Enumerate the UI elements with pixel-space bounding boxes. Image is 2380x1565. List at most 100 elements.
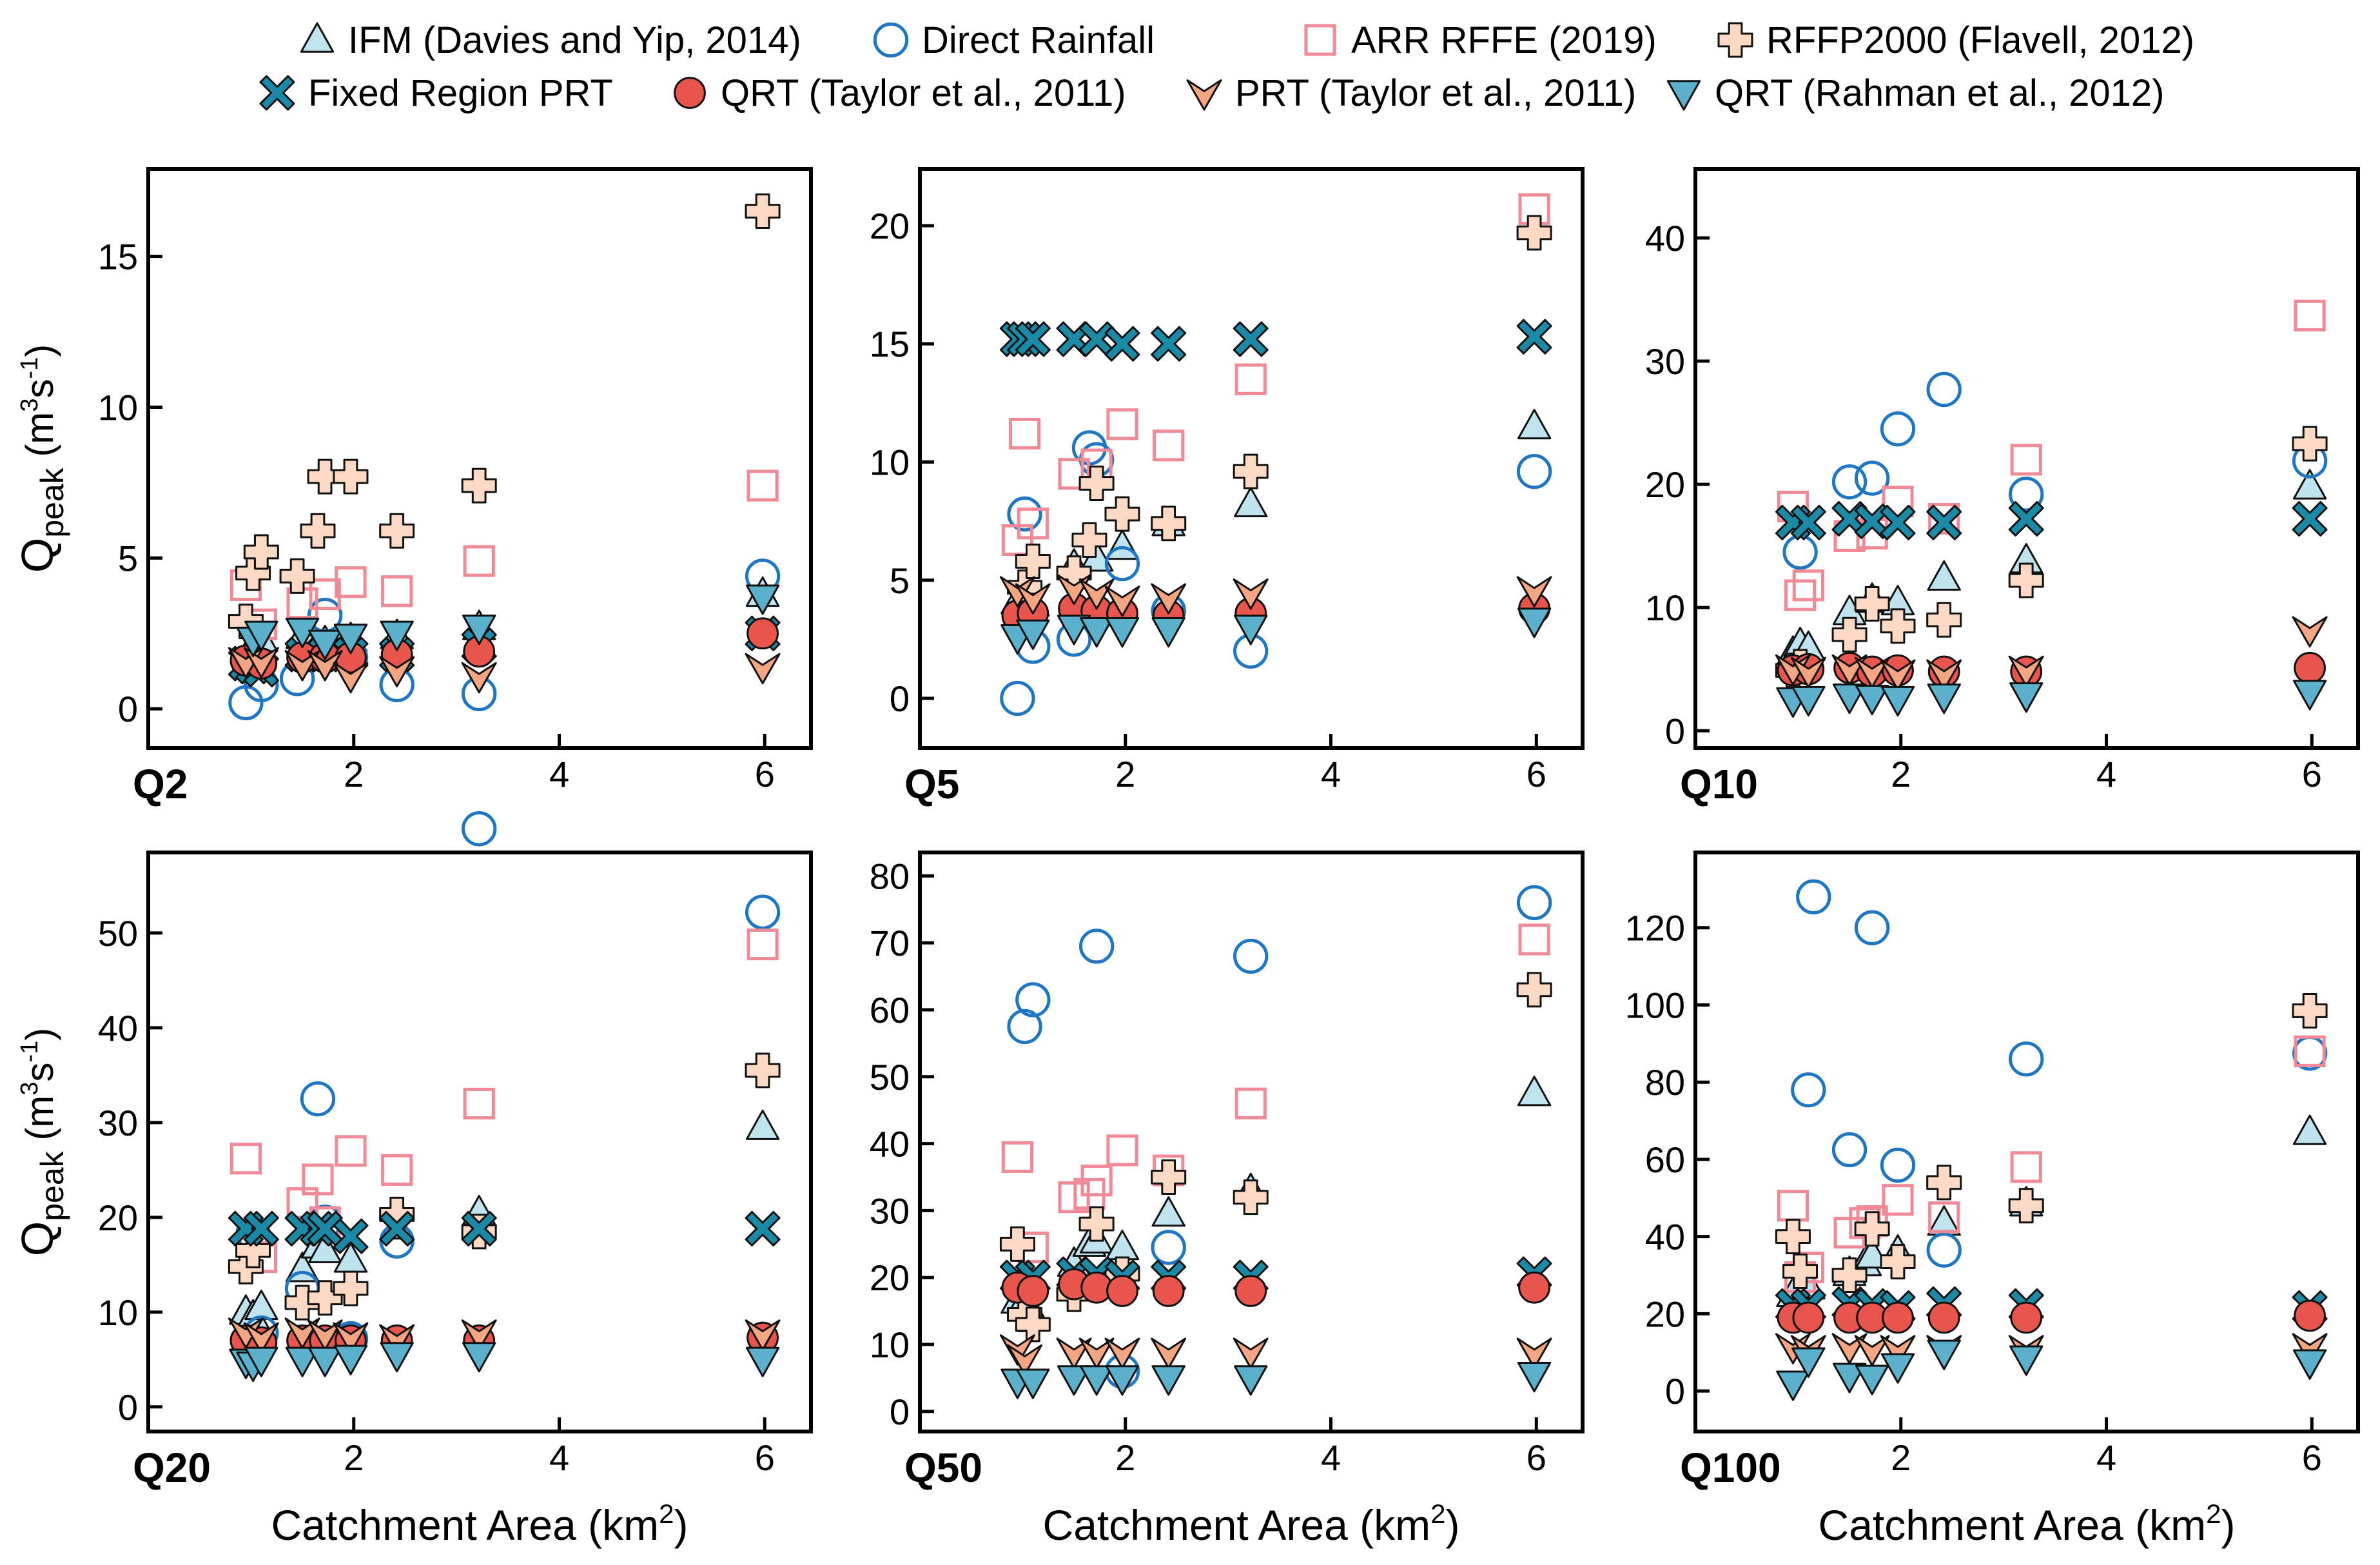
y-label-sub: peak	[34, 467, 70, 537]
point-arr	[2294, 1035, 2326, 1067]
point-fix	[2292, 501, 2328, 537]
point-arr	[1928, 1201, 1960, 1234]
y-label-sup: -1	[16, 1041, 43, 1063]
series-rffp	[1007, 215, 1552, 605]
point-arr	[1153, 429, 1185, 462]
series-qrtT	[1777, 1299, 2326, 1334]
point-ifm	[2292, 1114, 2327, 1145]
y-tick-label: 80	[870, 856, 910, 896]
legend-marker-fix	[259, 75, 295, 111]
point-dr	[1516, 453, 1552, 489]
y-tick-label: 100	[1625, 985, 1685, 1025]
point-dr	[1854, 910, 1890, 945]
point-dr	[1854, 460, 1890, 496]
point-rffp	[2292, 992, 2328, 1029]
point-ifm	[745, 1109, 780, 1140]
point-dr	[745, 894, 781, 930]
series-arr	[1777, 299, 2326, 611]
series-fix	[228, 1210, 781, 1254]
point-rffp	[333, 458, 369, 495]
y-axis-label: Qpeak (m3s-1)	[12, 1028, 70, 1256]
point-qrtR	[1079, 617, 1114, 648]
y-tick-label: 20	[1645, 464, 1685, 505]
point-rffp	[1078, 465, 1115, 501]
point-rffp	[1782, 1254, 1819, 1290]
point-prtT	[461, 662, 497, 694]
point-rffp	[1880, 1244, 1916, 1280]
point-qrtR	[1151, 617, 1185, 648]
plot-frame	[918, 167, 1585, 750]
point-prtT	[1516, 1337, 1552, 1369]
point-qrtT	[1882, 1301, 1914, 1334]
series-arr	[229, 469, 779, 640]
point-rffp	[1926, 602, 1962, 638]
point-qrtT	[2294, 1299, 2326, 1332]
point-arr	[2010, 1151, 2042, 1183]
point-qrtR	[1151, 1365, 1185, 1396]
point-fix	[1151, 326, 1187, 362]
x-tick-label: 2	[344, 1437, 364, 1478]
point-prtT	[1078, 1337, 1115, 1369]
point-prtT	[2008, 655, 2044, 687]
x-tick-label: 4	[549, 1437, 569, 1478]
legend-item-qrtR: QRT (Rahman et al., 2012)	[1666, 72, 2164, 114]
panel-q100: 0 20 40 60 80 100 120 2 4 6 Q100 Catchment Area (km…	[1625, 851, 2360, 1549]
y-label-unit: s	[18, 1063, 61, 1082]
point-rffp	[1516, 215, 1552, 251]
point-fix	[461, 1210, 497, 1246]
point-fix	[379, 1210, 415, 1246]
point-arr	[1234, 1087, 1267, 1119]
legend-label-fix: Fixed Region PRT	[308, 72, 613, 114]
point-qrtR	[1057, 1365, 1091, 1396]
point-rffp	[2292, 426, 2328, 462]
plot-frame	[918, 851, 1585, 1433]
point-qrtR	[1791, 685, 1826, 717]
y-tick-label: 30	[98, 1103, 138, 1143]
series-prtT	[999, 1334, 1552, 1376]
point-qrtR	[462, 1342, 496, 1373]
point-rffp	[379, 513, 415, 549]
point-qrtR	[1855, 684, 1889, 716]
legend-marker-rffp	[1717, 22, 1753, 58]
y-tick-label: 30	[870, 1190, 910, 1231]
point-rffp	[1015, 1306, 1051, 1343]
panel-q5: 0 5 10 15 20 2 4 6 Q5	[870, 167, 1585, 807]
legend-label-ifm: IFM (Davies and Yip, 2014)	[348, 19, 801, 61]
y-tick-label: 5	[890, 560, 910, 601]
series-qrtR	[1776, 680, 2327, 718]
legend-label-arr: ARR RFFE (2019)	[1351, 19, 1657, 61]
panel-title: Q20	[133, 1444, 211, 1491]
series-qrtR	[1776, 1339, 2327, 1401]
point-dr	[1015, 982, 1051, 1018]
point-prtT	[461, 1319, 497, 1351]
point-qrtR	[380, 1342, 414, 1373]
point-ifm	[307, 1232, 342, 1263]
y-tick-label: 60	[870, 990, 910, 1030]
point-dr	[1796, 879, 1831, 915]
point-prtT	[2292, 616, 2328, 648]
y-tick-label: 20	[1645, 1294, 1685, 1334]
y-tick-label: 60	[1645, 1139, 1685, 1180]
point-rffp	[307, 458, 343, 495]
point-rffp	[1831, 616, 1868, 653]
y-label-sub: peak	[34, 1150, 70, 1221]
y-tick-label: 40	[870, 1124, 910, 1165]
point-fix	[1516, 319, 1552, 355]
point-dr	[1000, 680, 1035, 716]
y-label-sup: -1	[16, 357, 43, 379]
point-rffp	[333, 1270, 369, 1306]
point-arr	[309, 578, 341, 611]
point-prtT	[1926, 659, 1962, 691]
panel-q10: 0 10 20 30 40 2 4 6 Q10	[1645, 167, 2360, 807]
y-tick-label: 10	[1645, 587, 1685, 628]
point-fix	[745, 1210, 781, 1246]
y-tick-label: 0	[1665, 711, 1685, 751]
x-tick-label: 6	[2302, 754, 2322, 794]
series-qrtR	[1000, 607, 1552, 655]
point-qrtR	[1880, 685, 1915, 717]
y-label-unit: )	[18, 1028, 61, 1041]
point-qrtT	[1927, 1301, 1960, 1334]
point-dr	[1926, 371, 1962, 408]
point-qrtR	[1105, 1365, 1140, 1396]
